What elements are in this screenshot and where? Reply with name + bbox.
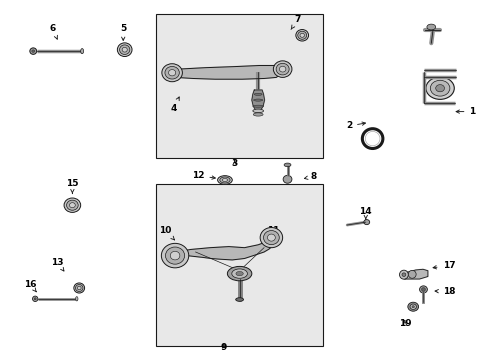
Text: 1: 1	[455, 107, 475, 116]
Ellipse shape	[429, 80, 449, 96]
Ellipse shape	[253, 99, 262, 101]
Ellipse shape	[66, 200, 78, 210]
Polygon shape	[170, 66, 283, 79]
Ellipse shape	[165, 247, 184, 264]
Ellipse shape	[164, 66, 179, 79]
Ellipse shape	[77, 286, 81, 290]
Ellipse shape	[75, 284, 83, 292]
Ellipse shape	[295, 30, 308, 41]
Text: 5: 5	[120, 24, 126, 40]
Ellipse shape	[419, 286, 427, 293]
Ellipse shape	[407, 302, 418, 311]
Ellipse shape	[421, 288, 425, 291]
Ellipse shape	[426, 24, 435, 30]
Ellipse shape	[30, 48, 37, 54]
Ellipse shape	[162, 64, 182, 82]
Ellipse shape	[425, 77, 453, 99]
Text: 6: 6	[50, 24, 57, 39]
Polygon shape	[177, 239, 275, 260]
Text: 9: 9	[220, 343, 227, 352]
Ellipse shape	[231, 269, 247, 278]
Ellipse shape	[299, 33, 304, 37]
Text: 10: 10	[159, 226, 174, 240]
Ellipse shape	[235, 271, 243, 276]
Text: 7: 7	[290, 15, 300, 30]
Ellipse shape	[227, 266, 251, 281]
Ellipse shape	[81, 49, 83, 54]
Bar	[155, 14, 322, 158]
Ellipse shape	[170, 251, 180, 260]
Ellipse shape	[279, 66, 285, 72]
Text: 4: 4	[170, 97, 179, 112]
Ellipse shape	[161, 243, 188, 268]
Text: 13: 13	[51, 258, 64, 271]
Polygon shape	[404, 269, 427, 279]
Ellipse shape	[217, 176, 232, 184]
Ellipse shape	[222, 179, 227, 181]
Ellipse shape	[276, 63, 288, 75]
Ellipse shape	[69, 203, 75, 208]
Ellipse shape	[407, 270, 415, 278]
Ellipse shape	[267, 234, 275, 241]
Ellipse shape	[34, 298, 36, 300]
Ellipse shape	[252, 109, 263, 113]
Text: 17: 17	[432, 261, 454, 270]
Ellipse shape	[219, 177, 230, 183]
Ellipse shape	[409, 304, 415, 309]
Ellipse shape	[119, 45, 130, 54]
Ellipse shape	[168, 69, 175, 76]
Ellipse shape	[283, 175, 291, 183]
Ellipse shape	[32, 50, 35, 52]
Ellipse shape	[252, 105, 263, 107]
Ellipse shape	[284, 163, 290, 167]
Ellipse shape	[273, 61, 291, 77]
Ellipse shape	[235, 298, 243, 301]
Ellipse shape	[401, 273, 405, 276]
Ellipse shape	[263, 230, 279, 245]
Ellipse shape	[399, 270, 407, 279]
Text: 14: 14	[359, 207, 371, 219]
Text: 16: 16	[24, 280, 37, 292]
Text: 12: 12	[191, 171, 215, 180]
Ellipse shape	[122, 47, 127, 52]
Text: 11: 11	[266, 226, 279, 235]
Text: 3: 3	[231, 159, 237, 168]
Bar	[155, 184, 322, 346]
Ellipse shape	[76, 297, 78, 301]
Text: 15: 15	[66, 179, 79, 194]
Text: 8: 8	[304, 172, 316, 181]
Ellipse shape	[435, 85, 444, 92]
Ellipse shape	[297, 31, 306, 39]
Text: 2: 2	[345, 122, 365, 130]
Ellipse shape	[32, 296, 38, 301]
Text: 19: 19	[398, 319, 410, 328]
Ellipse shape	[254, 93, 262, 95]
Ellipse shape	[74, 283, 84, 293]
Ellipse shape	[363, 220, 369, 225]
Polygon shape	[251, 90, 264, 111]
Text: 18: 18	[434, 287, 454, 296]
Ellipse shape	[117, 43, 132, 57]
Ellipse shape	[411, 306, 414, 308]
Ellipse shape	[260, 228, 282, 248]
Ellipse shape	[253, 113, 263, 116]
Ellipse shape	[64, 198, 81, 212]
